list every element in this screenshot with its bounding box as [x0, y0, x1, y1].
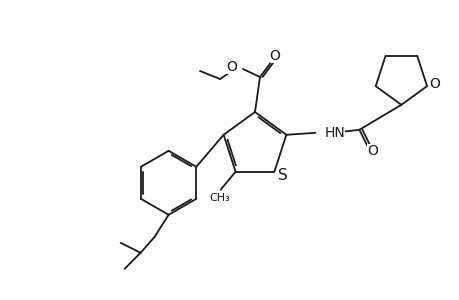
Text: HN: HN	[324, 126, 344, 140]
Text: S: S	[277, 168, 287, 183]
Text: O: O	[366, 144, 377, 158]
Text: O: O	[269, 49, 280, 63]
Text: O: O	[226, 60, 236, 74]
Text: CH₃: CH₃	[209, 193, 230, 203]
Text: O: O	[429, 77, 440, 91]
